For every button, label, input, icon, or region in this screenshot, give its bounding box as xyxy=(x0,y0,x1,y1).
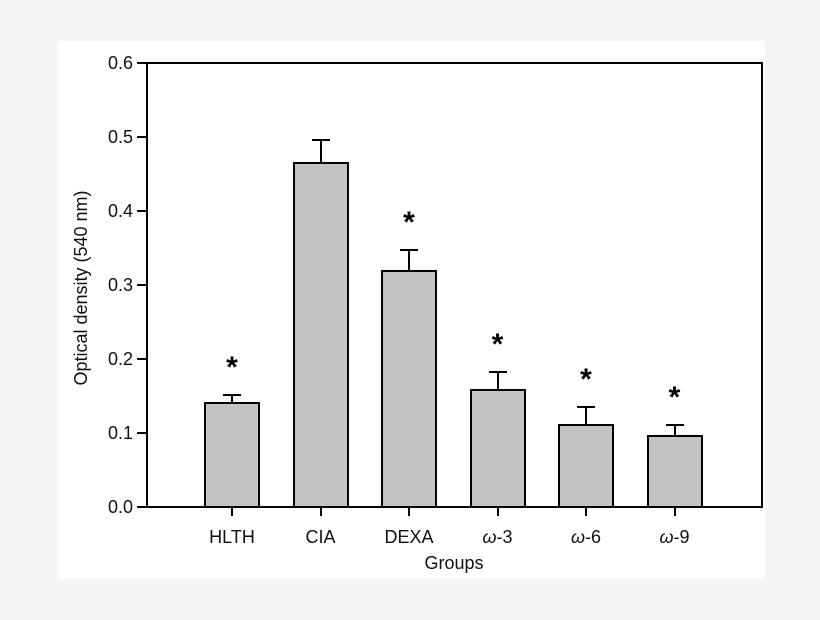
x-tick-label: ω-3 xyxy=(482,527,513,547)
bar xyxy=(204,402,260,506)
significance-asterisk: * xyxy=(580,363,592,397)
significance-asterisk: * xyxy=(491,327,504,361)
error-bar-cap xyxy=(400,249,418,252)
plot-area: * * * * * xyxy=(146,62,763,508)
y-tick-label: 0.6 xyxy=(107,53,133,73)
significance-asterisk: * xyxy=(668,381,681,414)
error-bar xyxy=(585,407,587,426)
x-tick-label: ω-6 xyxy=(570,527,602,547)
error-bar-cap xyxy=(223,393,241,396)
y-tick-label: 0.4 xyxy=(107,201,133,221)
error-bar xyxy=(231,394,233,405)
y-tick-label: 0.1 xyxy=(107,423,133,443)
bar xyxy=(558,423,614,506)
omega-glyph: ω xyxy=(659,527,674,547)
significance-asterisk: * xyxy=(226,350,238,384)
x-tick xyxy=(231,508,233,516)
y-tick xyxy=(137,358,146,360)
y-tick xyxy=(137,136,146,138)
significance-asterisk: * xyxy=(403,206,415,240)
error-bar xyxy=(319,139,322,164)
y-tick-label: 0.0 xyxy=(107,497,133,517)
x-tick-label: CIA xyxy=(305,527,336,547)
error-bar-cap xyxy=(311,138,330,141)
bar xyxy=(381,269,437,506)
y-tick xyxy=(137,506,146,508)
error-bar-cap xyxy=(577,406,595,409)
bar xyxy=(469,388,526,506)
x-tick xyxy=(319,508,322,516)
x-tick xyxy=(496,508,499,516)
omega-glyph: ω xyxy=(482,527,497,547)
error-bar xyxy=(673,425,676,437)
error-bar xyxy=(408,250,410,272)
omega-glyph: ω xyxy=(570,527,585,547)
chart-figure: Optical density (540 nm) * * * * * Groups 0.… xyxy=(58,41,765,579)
y-tick-label: 0.5 xyxy=(107,127,133,147)
y-tick xyxy=(137,62,146,64)
y-tick xyxy=(137,432,146,434)
x-tick-label: HLTH xyxy=(209,527,255,547)
x-tick xyxy=(673,508,676,516)
error-bar-cap xyxy=(665,424,684,426)
error-bar-cap xyxy=(488,370,507,373)
y-tick-label: 0.2 xyxy=(107,349,133,369)
x-axis-title: Groups xyxy=(424,553,484,573)
x-tick xyxy=(408,508,410,516)
y-tick xyxy=(137,210,146,212)
bar xyxy=(646,434,703,506)
y-tick-label: 0.3 xyxy=(107,275,133,295)
y-tick xyxy=(137,284,146,286)
bar xyxy=(292,162,349,506)
x-tick-label: DEXA xyxy=(384,527,434,547)
x-tick-label: ω-9 xyxy=(659,527,690,547)
x-tick xyxy=(585,508,587,516)
error-bar xyxy=(496,371,499,391)
